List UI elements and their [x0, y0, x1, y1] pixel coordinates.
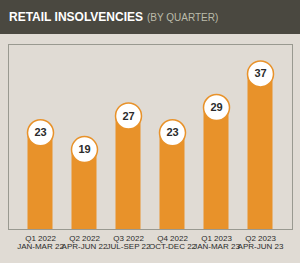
- svg-text:27: 27: [122, 109, 134, 121]
- svg-text:23: 23: [34, 126, 46, 138]
- svg-text:Q3 2022JUL-SEP 22: Q3 2022JUL-SEP 22: [107, 234, 151, 251]
- svg-text:29: 29: [210, 101, 222, 113]
- svg-text:Q1 2023JAN-MAR 23: Q1 2023JAN-MAR 23: [193, 234, 240, 251]
- svg-text:37: 37: [254, 67, 266, 79]
- html-text:RETAIL INSOLVENCIES (BY QUARTE: RETAIL INSOLVENCIES (BY QUARTER): [9, 10, 219, 24]
- svg-text:Q4 2022OCT-DEC 22: Q4 2022OCT-DEC 22: [149, 234, 197, 251]
- svg-text:19: 19: [78, 143, 90, 155]
- svg-text:Q2 2022APR-JUN 22: Q2 2022APR-JUN 22: [62, 234, 108, 251]
- svg-text:23: 23: [166, 126, 178, 138]
- svg-text:Q2 2023APR-JUN 23: Q2 2023APR-JUN 23: [238, 234, 284, 251]
- svg-text:Q1 2022JAN-MAR 22: Q1 2022JAN-MAR 22: [17, 234, 64, 251]
